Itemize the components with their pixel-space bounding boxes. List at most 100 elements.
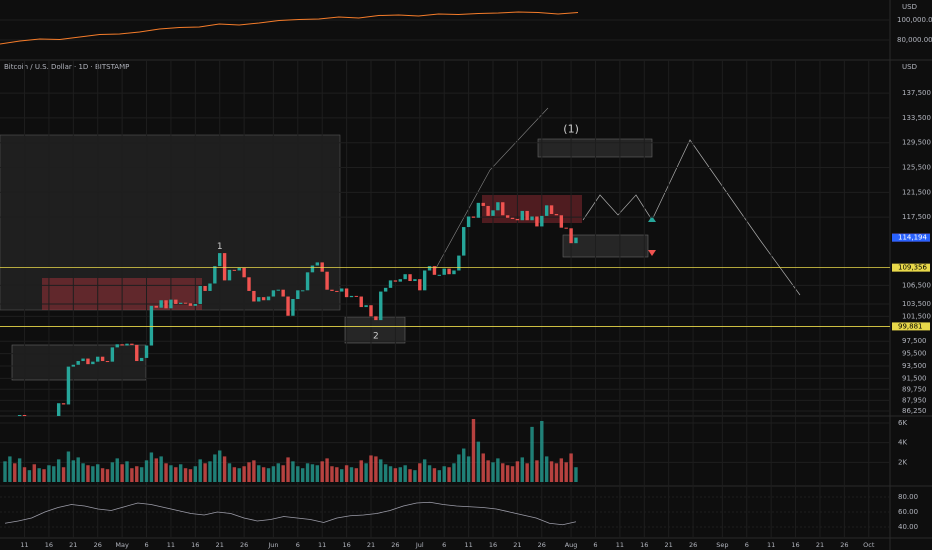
candle (174, 299, 178, 304)
volume-bar (388, 466, 393, 482)
candle (496, 202, 500, 211)
volume-bar (91, 466, 95, 482)
x-tick-label: Aug (565, 541, 578, 549)
x-tick-label: 11 (464, 541, 472, 549)
volume-bar (135, 466, 139, 482)
wave-label: 2 (373, 332, 379, 342)
volume-bar (178, 464, 183, 482)
volume-bar (535, 460, 539, 482)
rsi-tick-label: 80.00 (898, 493, 918, 501)
candle (569, 228, 573, 244)
candle (515, 218, 520, 221)
candle (505, 215, 510, 218)
x-tick-label: 21 (513, 541, 521, 549)
candle (276, 289, 280, 291)
trend-line (434, 107, 549, 271)
x-tick-label: Jun (267, 541, 278, 549)
candle (564, 227, 568, 229)
candle (486, 205, 490, 216)
volume-bar (330, 466, 334, 482)
x-tick-label: 11 (318, 541, 326, 549)
volume-bar (442, 466, 446, 482)
candle (408, 274, 412, 282)
wave-label: (1) (563, 123, 579, 136)
volume-bar (17, 458, 22, 482)
volume-bar (437, 470, 442, 482)
volume-bar (52, 466, 56, 482)
volume-bar (515, 461, 520, 482)
candle (427, 266, 432, 271)
x-tick-label: 16 (45, 541, 53, 549)
y-tick-label: 93,500 (902, 362, 927, 370)
candle (330, 289, 334, 291)
y-tick-label: 133,500 (902, 114, 931, 122)
volume-bar (471, 419, 476, 482)
x-tick-label: 11 (616, 541, 624, 549)
candle (266, 296, 271, 301)
x-tick-label: 6 (296, 541, 300, 549)
candle (96, 356, 100, 362)
x-tick-label: 11 (167, 541, 175, 549)
candle (310, 265, 315, 273)
candle (213, 266, 217, 284)
volume-bar (61, 467, 66, 482)
candle (466, 216, 471, 228)
candle (340, 288, 344, 292)
x-tick-label: 11 (767, 541, 775, 549)
volume-bar (13, 463, 17, 482)
price-badge (892, 263, 930, 272)
volume-bar (364, 463, 368, 482)
y-tick-label: 87,950 (902, 396, 927, 404)
candle (476, 202, 481, 218)
volume-bar (344, 465, 349, 482)
candle (437, 274, 442, 276)
price-badge (892, 233, 930, 242)
price-badge-label: 99,881 (898, 322, 923, 330)
candle (418, 279, 422, 291)
wave-label: 1 (217, 242, 223, 252)
volume-bar (120, 464, 124, 482)
volume-bar (110, 462, 115, 482)
volume-bar (3, 461, 7, 482)
x-tick-label: 26 (391, 541, 399, 549)
candle (398, 279, 402, 282)
volume-bar (462, 448, 466, 482)
candle (203, 285, 207, 291)
volume-tick-label: 4K (898, 439, 907, 447)
y-tick-label: 101,500 (902, 312, 931, 320)
x-tick-label: 16 (342, 541, 350, 549)
x-tick-label: 21 (367, 541, 375, 549)
volume-bar (66, 451, 71, 482)
volume-bar (481, 453, 485, 482)
candle (218, 253, 222, 267)
candle (66, 366, 71, 405)
volume-bar (413, 470, 417, 482)
x-tick-label: 6 (442, 541, 446, 549)
x-tick-label: 16 (489, 541, 497, 549)
candle (286, 296, 290, 316)
candle (271, 290, 276, 297)
volume-bar (242, 466, 246, 482)
x-tick-label: 16 (191, 541, 199, 549)
volume-bar (379, 459, 383, 482)
candle (300, 290, 305, 292)
volume-bar (540, 420, 544, 482)
x-tick-label: 26 (94, 541, 102, 549)
candle (320, 262, 324, 272)
candle (237, 267, 241, 271)
x-tick-label: 11 (20, 541, 28, 549)
volume-bar (549, 461, 554, 482)
candle (159, 300, 163, 308)
volume-bar (486, 460, 490, 482)
volume-bar (159, 456, 163, 482)
candle (178, 302, 183, 304)
volume-bar (305, 463, 310, 482)
candle (501, 202, 505, 216)
candle (252, 290, 256, 302)
volume-bar (432, 468, 437, 482)
x-tick-label: 21 (665, 541, 673, 549)
y-tick-label: 106,500 (902, 281, 931, 289)
candle (403, 274, 407, 280)
volume-bar (291, 461, 295, 482)
